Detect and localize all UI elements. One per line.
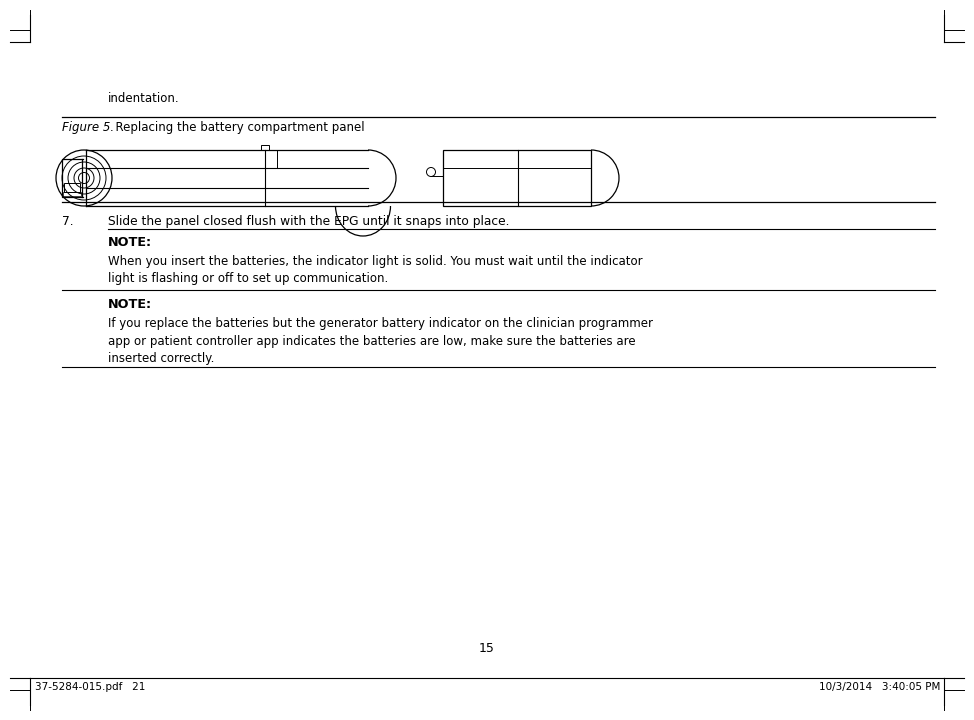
Text: 10/3/2014   3:40:05 PM: 10/3/2014 3:40:05 PM <box>818 682 940 692</box>
Text: NOTE:: NOTE: <box>108 298 152 311</box>
Text: When you insert the batteries, the indicator light is solid. You must wait until: When you insert the batteries, the indic… <box>108 255 643 286</box>
Bar <box>63 192 81 196</box>
Text: NOTE:: NOTE: <box>108 236 152 249</box>
Text: 15: 15 <box>479 642 495 654</box>
Text: Replacing the battery compartment panel: Replacing the battery compartment panel <box>108 121 364 134</box>
Text: 7.: 7. <box>62 215 74 228</box>
Bar <box>261 145 269 150</box>
Bar <box>62 159 82 197</box>
Bar <box>64 183 80 192</box>
Text: Figure 5.: Figure 5. <box>62 121 114 134</box>
Bar <box>443 150 591 206</box>
Text: 37-5284-015.pdf   21: 37-5284-015.pdf 21 <box>35 682 145 692</box>
Text: Slide the panel closed flush with the EPG until it snaps into place.: Slide the panel closed flush with the EP… <box>108 215 509 228</box>
Text: If you replace the batteries but the generator battery indicator on the clinicia: If you replace the batteries but the gen… <box>108 317 653 365</box>
Text: indentation.: indentation. <box>108 92 179 105</box>
